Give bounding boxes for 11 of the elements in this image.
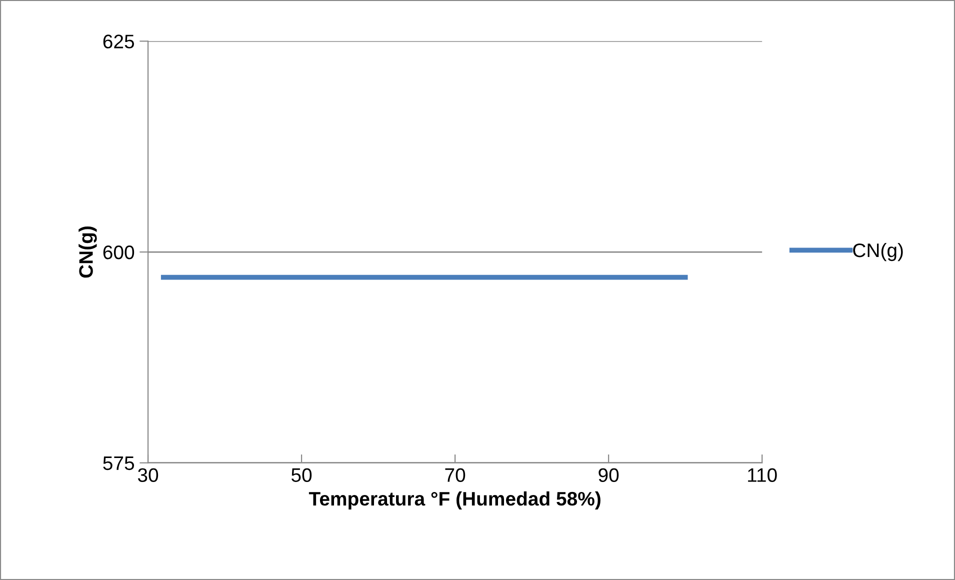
- legend-label: CN(g): [853, 242, 903, 262]
- x-tick-label: 90: [598, 468, 619, 482]
- x-tick-label: 50: [292, 468, 312, 482]
- x-tick-label: 110: [748, 468, 777, 482]
- x-tick-label: 70: [445, 468, 466, 482]
- x-axis-title: Temperatura °F (Humedad 58%): [308, 491, 600, 510]
- y-tick-label: 600: [103, 245, 134, 260]
- y-tick-label: 575: [103, 456, 134, 470]
- y-tick-label: 625: [103, 34, 134, 48]
- x-tick-label: 30: [138, 468, 158, 482]
- y-axis-title: CN(g): [78, 226, 97, 278]
